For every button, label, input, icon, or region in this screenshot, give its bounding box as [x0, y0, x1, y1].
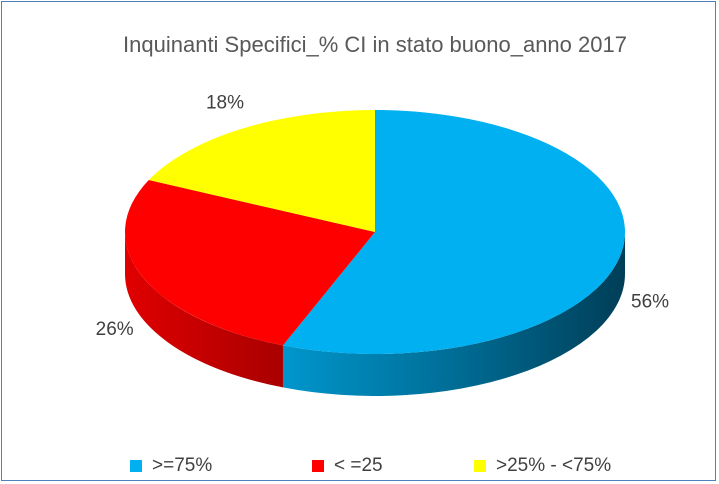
pie-side	[282, 232, 625, 396]
pie-slice	[148, 110, 375, 232]
data-label: 26%	[96, 319, 134, 340]
legend-label: < =25	[334, 455, 383, 476]
legend-label: >25% - <75%	[496, 455, 611, 476]
legend-swatch	[312, 460, 324, 472]
chart-title: Inquinanti Specifici_% CI in stato buono…	[123, 32, 627, 57]
legend-label: >=75%	[152, 455, 212, 476]
legend-swatch	[474, 460, 486, 472]
data-label: 56%	[631, 292, 669, 313]
pie-slice	[282, 110, 625, 354]
legend-swatch	[130, 460, 142, 472]
data-label: 18%	[206, 92, 244, 113]
pie-slice	[125, 180, 376, 346]
pie-side	[125, 232, 283, 388]
